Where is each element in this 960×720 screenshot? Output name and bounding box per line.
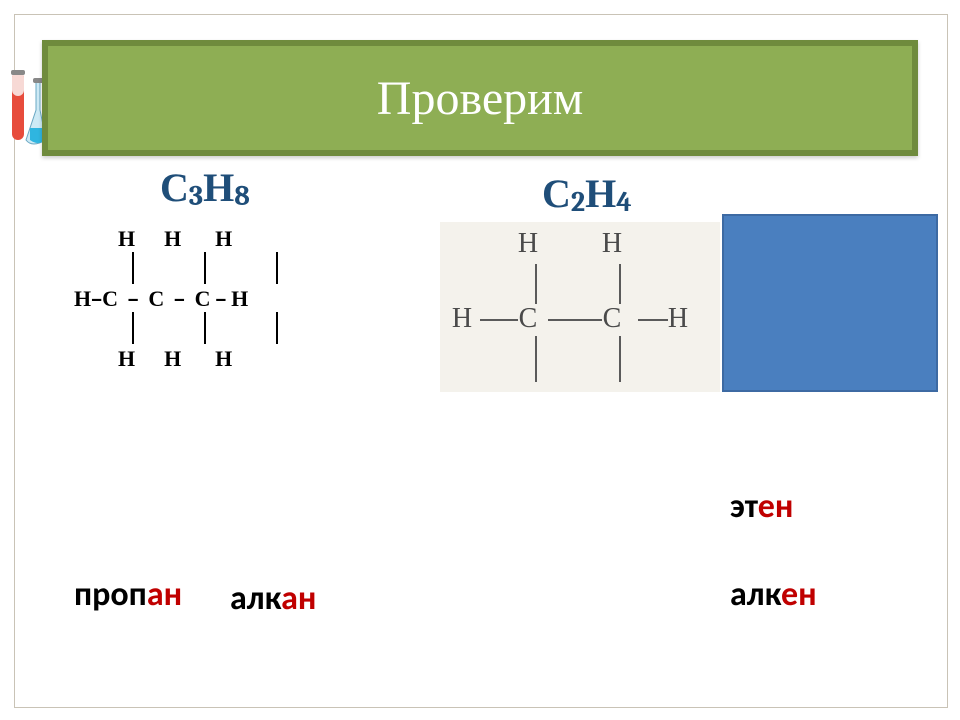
structure-row: Н Н Н <box>74 346 248 372</box>
propane-structure: Н Н Н Н–С – С – С – Н Н Н Н <box>74 226 248 372</box>
svg-text:H: H <box>668 303 688 334</box>
blue-placeholder <box>722 214 938 392</box>
svg-text:C: C <box>519 303 538 334</box>
label-stem: эт <box>730 486 758 527</box>
title-banner: Проверим <box>42 40 918 156</box>
formula-sub: 3 <box>189 180 203 212</box>
formula-sub: 2 <box>571 186 585 218</box>
structure-bonds <box>74 312 248 346</box>
label-eten: этен <box>730 486 793 527</box>
formula-char: Н <box>585 171 616 217</box>
label-stem: алк <box>730 574 781 615</box>
label-alkan: алкан <box>230 578 316 619</box>
label-alken: алкен <box>730 574 817 615</box>
formula-propane: С3Н8 <box>160 164 250 211</box>
formula-char: Н <box>203 165 234 211</box>
formula-sub: 4 <box>616 186 631 218</box>
slide-title: Проверим <box>377 71 583 126</box>
ethene-structure: H H H C C H <box>440 222 720 392</box>
label-suffix: ен <box>781 574 817 615</box>
formula-char: С <box>160 165 189 211</box>
label-propan: пропан <box>74 574 182 615</box>
label-stem: проп <box>74 574 147 615</box>
structure-chain: Н–С – С – С – Н <box>74 286 248 312</box>
svg-text:H: H <box>518 228 538 259</box>
svg-text:C: C <box>603 303 622 334</box>
label-suffix: ан <box>281 578 316 619</box>
formula-sub: 8 <box>234 180 250 212</box>
label-stem: алк <box>230 578 281 619</box>
formula-ethene: С2Н4 <box>542 170 632 217</box>
svg-text:H: H <box>452 303 472 334</box>
label-suffix: ен <box>758 486 794 527</box>
formula-char: С <box>542 171 571 217</box>
structure-bonds <box>74 252 248 286</box>
svg-text:H: H <box>602 228 622 259</box>
label-suffix: ан <box>147 574 182 615</box>
structure-row: Н Н Н <box>74 226 248 252</box>
